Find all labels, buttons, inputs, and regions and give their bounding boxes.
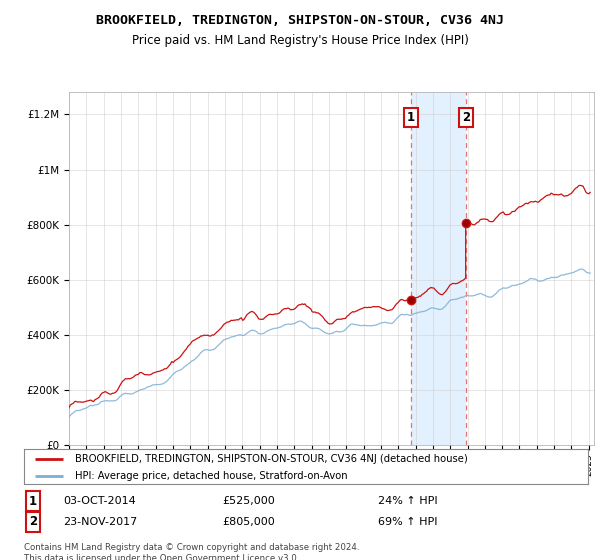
Text: £805,000: £805,000 — [222, 517, 275, 527]
Text: 69% ↑ HPI: 69% ↑ HPI — [378, 517, 437, 527]
Text: Price paid vs. HM Land Registry's House Price Index (HPI): Price paid vs. HM Land Registry's House … — [131, 34, 469, 46]
Text: BROOKFIELD, TREDINGTON, SHIPSTON-ON-STOUR, CV36 4NJ (detached house): BROOKFIELD, TREDINGTON, SHIPSTON-ON-STOU… — [75, 454, 467, 464]
Text: £525,000: £525,000 — [222, 496, 275, 506]
Text: 03-OCT-2014: 03-OCT-2014 — [63, 496, 136, 506]
Text: 24% ↑ HPI: 24% ↑ HPI — [378, 496, 437, 506]
Text: 2: 2 — [29, 515, 37, 529]
Text: 1: 1 — [29, 494, 37, 508]
Text: 1: 1 — [407, 110, 415, 124]
Text: Contains HM Land Registry data © Crown copyright and database right 2024.
This d: Contains HM Land Registry data © Crown c… — [24, 543, 359, 560]
Text: 23-NOV-2017: 23-NOV-2017 — [63, 517, 137, 527]
Bar — [411, 92, 466, 445]
Text: HPI: Average price, detached house, Stratford-on-Avon: HPI: Average price, detached house, Stra… — [75, 470, 347, 480]
Text: 2: 2 — [462, 110, 470, 124]
Text: BROOKFIELD, TREDINGTON, SHIPSTON-ON-STOUR, CV36 4NJ: BROOKFIELD, TREDINGTON, SHIPSTON-ON-STOU… — [96, 14, 504, 27]
